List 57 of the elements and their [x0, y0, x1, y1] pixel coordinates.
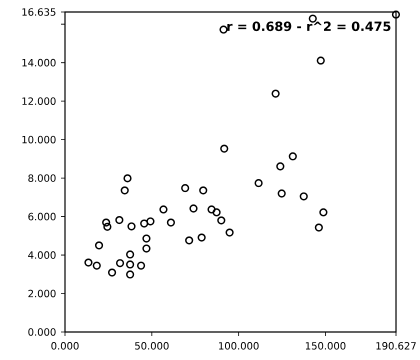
- point: [217, 216, 226, 224]
- point: [84, 258, 93, 267]
- y-tick-label: 16.635: [22, 8, 56, 16]
- point: [278, 189, 286, 198]
- point: [189, 204, 198, 213]
- point: [123, 174, 132, 182]
- y-tick-label: 0.000: [28, 328, 56, 336]
- point: [319, 208, 328, 216]
- point: [103, 222, 112, 231]
- point: [142, 234, 151, 243]
- point: [142, 244, 151, 253]
- point: [102, 218, 110, 227]
- y-tick-label: 12.000: [22, 97, 56, 105]
- point: [300, 192, 308, 200]
- point: [212, 208, 221, 216]
- point: [314, 223, 323, 232]
- y-tick-label: 8.000: [28, 174, 56, 182]
- x-tick-label: 50.000: [135, 342, 169, 350]
- point: [108, 268, 116, 277]
- y-tick-label: 10.000: [22, 136, 56, 144]
- point: [126, 270, 134, 279]
- point: [126, 250, 134, 259]
- point: [115, 216, 124, 224]
- point: [288, 152, 297, 160]
- point: [272, 90, 280, 98]
- point: [392, 10, 400, 19]
- x-tick-label: 150.000: [306, 342, 346, 350]
- x-tick-label: 0.000: [51, 342, 79, 350]
- annotation: r = 0.689 - r^2 = 0.475: [227, 22, 390, 32]
- point: [120, 186, 129, 194]
- y-tick-label: 4.000: [28, 251, 56, 259]
- point: [198, 233, 206, 242]
- point: [254, 179, 263, 188]
- point: [181, 184, 190, 192]
- point: [219, 26, 228, 34]
- point: [226, 228, 234, 237]
- point: [166, 218, 175, 227]
- point: [127, 222, 136, 230]
- point: [94, 241, 104, 250]
- point: [146, 217, 154, 226]
- y-tick-label: 2.000: [28, 290, 56, 298]
- point: [199, 186, 208, 194]
- point: [136, 262, 146, 270]
- point: [220, 144, 228, 153]
- point: [92, 262, 101, 270]
- x-tick-label: 100.000: [219, 342, 259, 350]
- point: [276, 162, 284, 170]
- point: [159, 205, 168, 214]
- point: [140, 219, 148, 228]
- point: [126, 260, 134, 269]
- x-tick-label: 190.627: [376, 342, 416, 350]
- point: [185, 236, 194, 244]
- point: [207, 205, 216, 214]
- y-tick-label: 6.000: [28, 212, 56, 220]
- point: [116, 259, 124, 268]
- point: [316, 56, 325, 65]
- y-tick-label: 14.000: [22, 58, 56, 66]
